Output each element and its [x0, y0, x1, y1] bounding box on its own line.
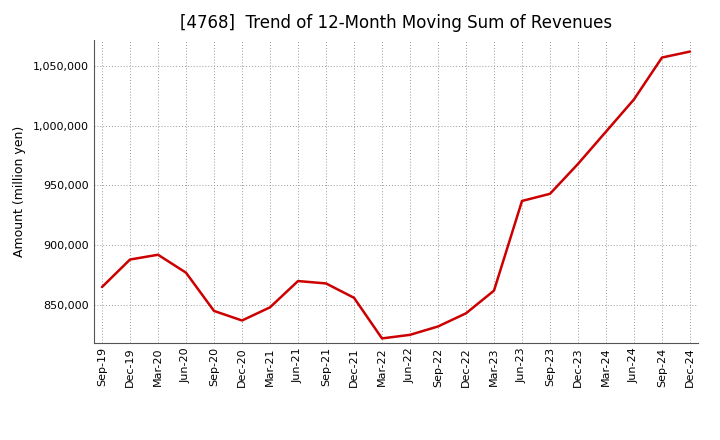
Title: [4768]  Trend of 12-Month Moving Sum of Revenues: [4768] Trend of 12-Month Moving Sum of R…	[180, 15, 612, 33]
Y-axis label: Amount (million yen): Amount (million yen)	[13, 126, 26, 257]
